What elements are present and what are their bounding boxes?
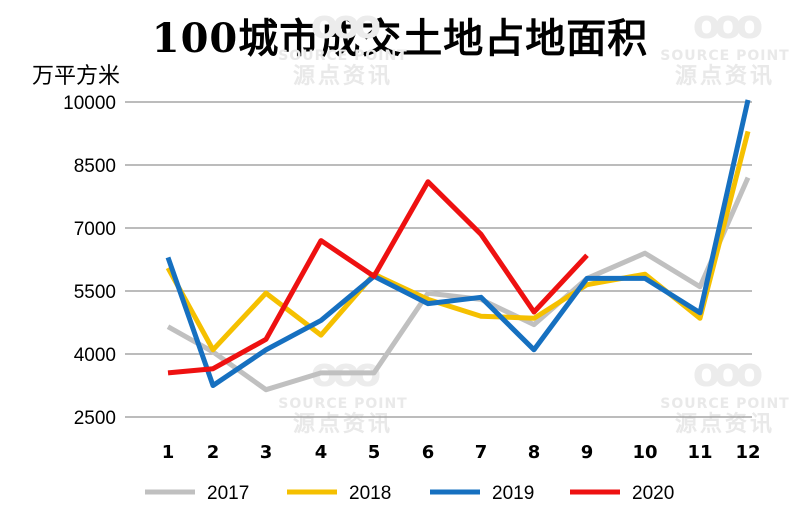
y-axis-unit-label: 万平方米 <box>32 64 121 89</box>
watermark-logo: ooo <box>692 350 763 396</box>
watermark-en: SOURCE POINT <box>278 396 408 412</box>
x-tick-label: 5 <box>368 442 381 463</box>
series-line-2017 <box>166 176 751 393</box>
y-tick-label: 4000 <box>74 345 116 366</box>
y-tick-label: 5500 <box>74 282 116 303</box>
x-tick-label: 4 <box>315 442 328 463</box>
x-tick-label: 10 <box>632 442 657 463</box>
legend-label-2019: 2019 <box>492 483 534 504</box>
watermark: ooo SOURCE POINT 源点资讯 <box>650 2 800 89</box>
y-tick-label: 2500 <box>74 408 116 429</box>
series-line-2020 <box>167 179 589 376</box>
y-tick-label: 8500 <box>74 156 116 177</box>
x-tick-label: 8 <box>528 442 541 463</box>
x-tick-label: 7 <box>475 442 488 463</box>
legend-label-2020: 2020 <box>632 483 674 504</box>
watermark-en: SOURCE POINT <box>660 48 790 64</box>
watermark-en: SOURCE POINT <box>278 48 408 64</box>
x-tick-label: 2 <box>207 442 220 463</box>
chart-title: 100城市成交土地占地面积 <box>151 15 649 62</box>
x-tick-label: 11 <box>687 442 712 463</box>
watermark-logo: ooo <box>310 2 381 48</box>
x-tick-label: 3 <box>260 442 273 463</box>
x-tick-label: 12 <box>735 442 760 463</box>
x-tick-label: 9 <box>581 442 594 463</box>
watermark-cn: 源点资讯 <box>674 64 775 90</box>
series-line-2019 <box>165 99 751 388</box>
watermark-cn: 源点资讯 <box>292 64 393 90</box>
y-tick-label: 7000 <box>74 219 116 240</box>
x-tick-label: 1 <box>162 442 175 463</box>
y-tick-label: 10000 <box>63 93 116 114</box>
watermark: ooo SOURCE POINT 源点资讯 <box>268 2 418 89</box>
x-tick-label: 6 <box>422 442 435 463</box>
series-line-2018 <box>165 130 751 353</box>
legend-label-2018: 2018 <box>349 483 391 504</box>
legend-label-2017: 2017 <box>207 483 249 504</box>
watermark-en: SOURCE POINT <box>660 396 790 412</box>
watermark-logo: ooo <box>692 2 763 48</box>
